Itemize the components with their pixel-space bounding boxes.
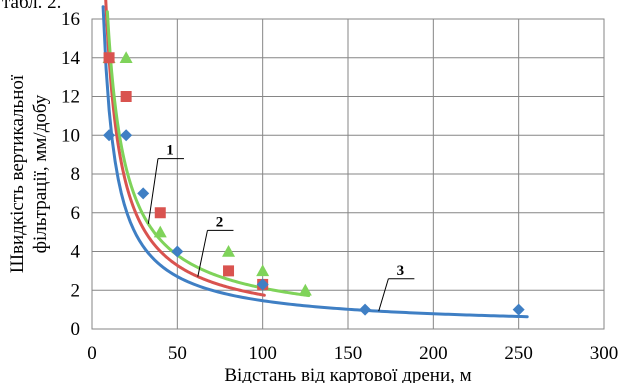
y-tick-label-14: 14: [61, 48, 81, 69]
x-tick-label-0: 0: [87, 343, 97, 364]
marker-series-1-2: [153, 225, 167, 238]
data-markers: [102, 51, 525, 316]
marker-series-3-4: [256, 278, 269, 291]
marker-series-1-1: [119, 51, 133, 63]
marker-series-2-1: [120, 91, 132, 102]
x-axis-label: Відстань від картової дрени, м: [224, 365, 471, 383]
trend-lines: [101, 0, 529, 319]
x-tick-label-50: 50: [168, 343, 187, 364]
leader-line-series-1: [147, 158, 159, 224]
y-tick-label-2: 2: [71, 280, 81, 301]
y-tick-label-0: 0: [71, 319, 81, 340]
marker-series-3-3: [171, 245, 184, 258]
x-tick-label-300: 300: [590, 343, 619, 364]
leader-line-series-2: [197, 230, 208, 277]
x-tick-label-250: 250: [504, 343, 533, 364]
marker-series-3-0: [103, 129, 116, 142]
marker-series-2-0: [103, 52, 115, 64]
plot-frame: [91, 18, 605, 330]
y-tick-label-10: 10: [61, 125, 80, 146]
series-labels: 1 2 3: [147, 143, 415, 312]
y-tick-label-8: 8: [71, 164, 81, 185]
series-label-2: 2: [216, 214, 224, 230]
marker-series-2-3: [223, 265, 235, 277]
x-tick-label-200: 200: [419, 343, 448, 364]
marker-series-3-5: [359, 303, 372, 316]
series-label-3: 3: [397, 263, 405, 279]
marker-series-1-4: [256, 264, 270, 277]
gridlines: [91, 18, 605, 330]
y-tick-label-16: 16: [61, 9, 80, 30]
trend-line-series-1: [105, 10, 311, 298]
x-tick-label-150: 150: [334, 343, 363, 364]
marker-series-3-6: [512, 303, 525, 316]
trend-line-series-3: [101, 5, 529, 319]
y-tick-label-4: 4: [71, 242, 81, 263]
x-tick-label-100: 100: [248, 343, 277, 364]
series-label-1: 1: [166, 143, 174, 159]
marker-series-3-1: [120, 129, 133, 142]
y-tick-label-12: 12: [61, 87, 80, 108]
caption-text: табл. 2.: [2, 0, 62, 13]
marker-series-3-2: [137, 187, 150, 200]
y-tick-label-6: 6: [71, 203, 81, 224]
trend-line-series-2: [104, 0, 266, 297]
marker-series-1-3: [222, 245, 236, 257]
leader-line-series-3: [378, 278, 389, 312]
marker-series-1-5: [298, 283, 312, 296]
y-axis-label-line-1: Швидкість вертикальної: [7, 74, 28, 273]
marker-series-2-2: [154, 207, 166, 219]
y-axis-label-line-2: фільтрації, мм/добу: [30, 94, 51, 253]
